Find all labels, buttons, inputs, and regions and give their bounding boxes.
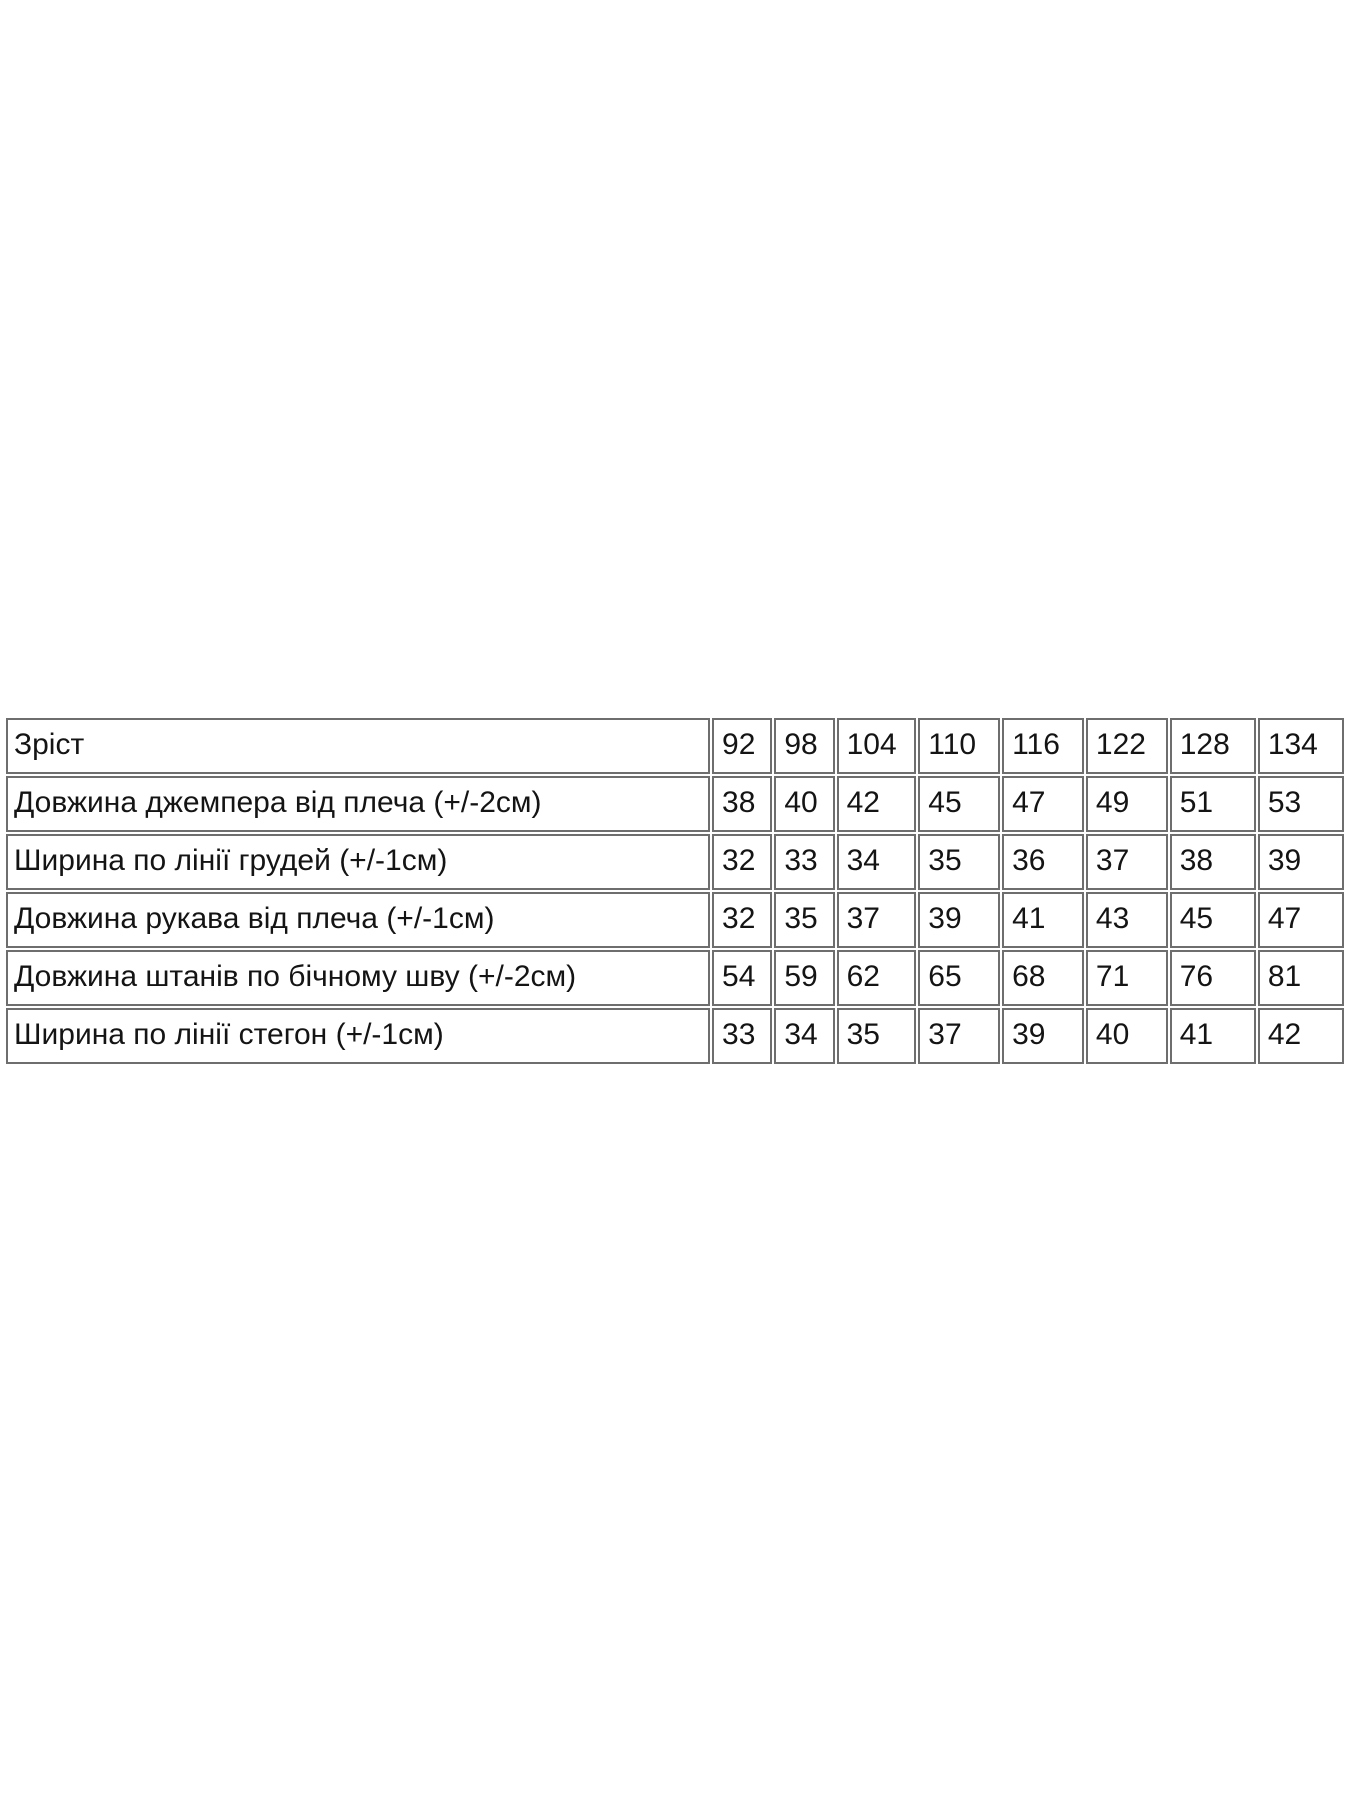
size-value: 47 — [1257, 892, 1344, 948]
size-value: 51 — [1169, 776, 1256, 832]
size-value: 53 — [1257, 776, 1344, 832]
row-label: Довжина рукава від плеча (+/-1см) — [6, 892, 711, 948]
size-value: 81 — [1257, 950, 1344, 1006]
size-value: 39 — [1257, 834, 1344, 890]
size-value: 65 — [918, 950, 1001, 1006]
size-value: 38 — [1169, 834, 1256, 890]
size-value: 42 — [1257, 1008, 1344, 1064]
size-value: 59 — [774, 950, 835, 1006]
row-label: Ширина по лінії грудей (+/-1см) — [6, 834, 711, 890]
size-value: 43 — [1085, 892, 1168, 948]
size-value: 39 — [1002, 1008, 1084, 1064]
size-value: 38 — [712, 776, 773, 832]
table-row: Ширина по лінії грудей (+/-1см) 32 33 34… — [6, 834, 1344, 890]
size-value: 40 — [1085, 1008, 1168, 1064]
size-value: 37 — [1085, 834, 1168, 890]
size-value: 110 — [918, 718, 1001, 774]
size-value: 92 — [712, 718, 773, 774]
size-value: 116 — [1002, 718, 1084, 774]
size-chart-table: Зріст 92 98 104 110 116 122 128 134 Довж… — [4, 716, 1346, 1066]
size-value: 49 — [1085, 776, 1168, 832]
size-value: 34 — [836, 834, 917, 890]
row-label: Довжина штанів по бічному шву (+/-2см) — [6, 950, 711, 1006]
size-value: 33 — [774, 834, 835, 890]
size-value: 35 — [774, 892, 835, 948]
size-value: 36 — [1002, 834, 1084, 890]
table-row: Ширина по лінії стегон (+/-1см) 33 34 35… — [6, 1008, 1344, 1064]
size-value: 41 — [1002, 892, 1084, 948]
size-chart-container: Зріст 92 98 104 110 116 122 128 134 Довж… — [4, 716, 1346, 1066]
size-value: 40 — [774, 776, 835, 832]
size-value: 32 — [712, 892, 773, 948]
row-label: Довжина джемпера від плеча (+/-2см) — [6, 776, 711, 832]
table-row: Зріст 92 98 104 110 116 122 128 134 — [6, 718, 1344, 774]
size-value: 76 — [1169, 950, 1256, 1006]
size-value: 128 — [1169, 718, 1256, 774]
size-value: 34 — [774, 1008, 835, 1064]
size-value: 41 — [1169, 1008, 1256, 1064]
size-value: 37 — [836, 892, 917, 948]
size-value: 98 — [774, 718, 835, 774]
table-row: Довжина джемпера від плеча (+/-2см) 38 4… — [6, 776, 1344, 832]
size-value: 39 — [918, 892, 1001, 948]
size-value: 33 — [712, 1008, 773, 1064]
size-value: 47 — [1002, 776, 1084, 832]
size-value: 45 — [918, 776, 1001, 832]
size-value: 104 — [836, 718, 917, 774]
size-value: 122 — [1085, 718, 1168, 774]
table-row: Довжина штанів по бічному шву (+/-2см) 5… — [6, 950, 1344, 1006]
size-value: 134 — [1257, 718, 1344, 774]
size-value: 54 — [712, 950, 773, 1006]
table-row: Довжина рукава від плеча (+/-1см) 32 35 … — [6, 892, 1344, 948]
size-value: 35 — [918, 834, 1001, 890]
size-value: 45 — [1169, 892, 1256, 948]
size-value: 71 — [1085, 950, 1168, 1006]
row-label: Зріст — [6, 718, 711, 774]
size-value: 32 — [712, 834, 773, 890]
row-label: Ширина по лінії стегон (+/-1см) — [6, 1008, 711, 1064]
size-value: 37 — [918, 1008, 1001, 1064]
size-value: 68 — [1002, 950, 1084, 1006]
size-value: 62 — [836, 950, 917, 1006]
size-chart-body: Зріст 92 98 104 110 116 122 128 134 Довж… — [6, 718, 1344, 1064]
size-value: 42 — [836, 776, 917, 832]
size-value: 35 — [836, 1008, 917, 1064]
